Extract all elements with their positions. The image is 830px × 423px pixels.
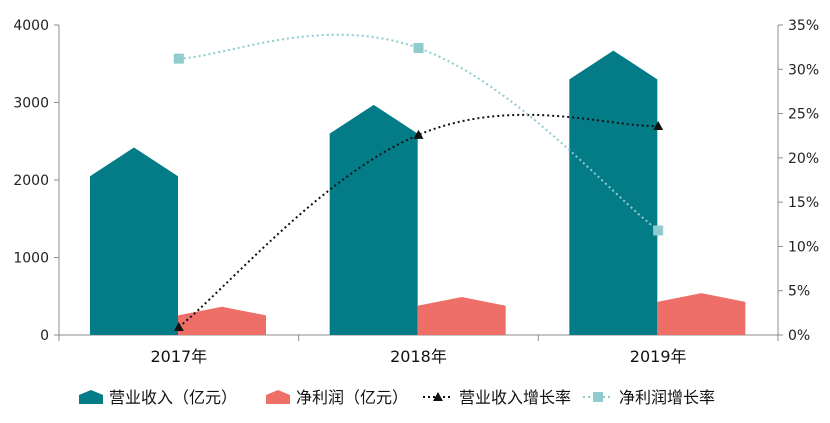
tick-labels: 0 1000 2000 3000 4000 0% 5% 10% 15% 20% 25% 30% 35% 2…: [13, 18, 819, 366]
x-tick-label: 2017年: [150, 347, 207, 366]
y-right-tick-label: 10%: [788, 239, 819, 255]
revenue-growth-point: [413, 129, 424, 139]
legend-revenue-growth-label: 营业收入增长率: [459, 388, 571, 407]
net-profit-growth-point: [413, 43, 424, 54]
bar-revenue: [569, 50, 658, 335]
x-tick-label: 2019年: [630, 347, 687, 366]
y-right-tick-label: 30%: [788, 62, 819, 78]
bar-revenue: [329, 104, 418, 335]
legend-revenue-label: 营业收入（亿元）: [109, 388, 237, 407]
legend-revenue-growth-swatch-marker: [433, 392, 443, 401]
net-profit-growth-point: [653, 225, 664, 236]
y-left-tick-label: 4000: [13, 18, 49, 34]
bar-net-profit: [417, 297, 506, 335]
net-profit-growth-point: [173, 53, 184, 64]
revenue-growth-point: [173, 322, 184, 332]
bar-net-profit: [657, 293, 746, 335]
y-left-tick-label: 1000: [13, 251, 49, 267]
bars: [90, 50, 746, 335]
y-right-tick-label: 25%: [788, 107, 819, 123]
y-right-tick-label: 20%: [788, 151, 819, 167]
bar-revenue: [90, 147, 178, 335]
revenue-growth-point: [653, 120, 664, 130]
legend-revenue-swatch: [79, 390, 103, 404]
bar-net-profit: [178, 306, 266, 335]
legend-net-profit-growth-label: 净利润增长率: [619, 388, 715, 407]
y-right-tick-label: 35%: [788, 18, 819, 34]
growth-lines: [173, 33, 664, 332]
y-left-tick-label: 2000: [13, 173, 49, 189]
legend-net-profit-growth-swatch-marker: [593, 392, 603, 402]
legend-net-profit-swatch: [266, 390, 290, 404]
legend: 营业收入（亿元） 净利润（亿元） 营业收入增长率 净利润增长率: [79, 388, 715, 407]
legend-net-profit-label: 净利润（亿元）: [296, 388, 408, 407]
y-left-tick-label: 0: [40, 328, 49, 344]
x-tick-label: 2018年: [390, 347, 447, 366]
y-right-tick-label: 15%: [788, 195, 819, 211]
y-left-tick-label: 3000: [13, 96, 49, 112]
y-right-tick-label: 0%: [788, 328, 810, 344]
y-right-tick-label: 5%: [788, 284, 810, 300]
